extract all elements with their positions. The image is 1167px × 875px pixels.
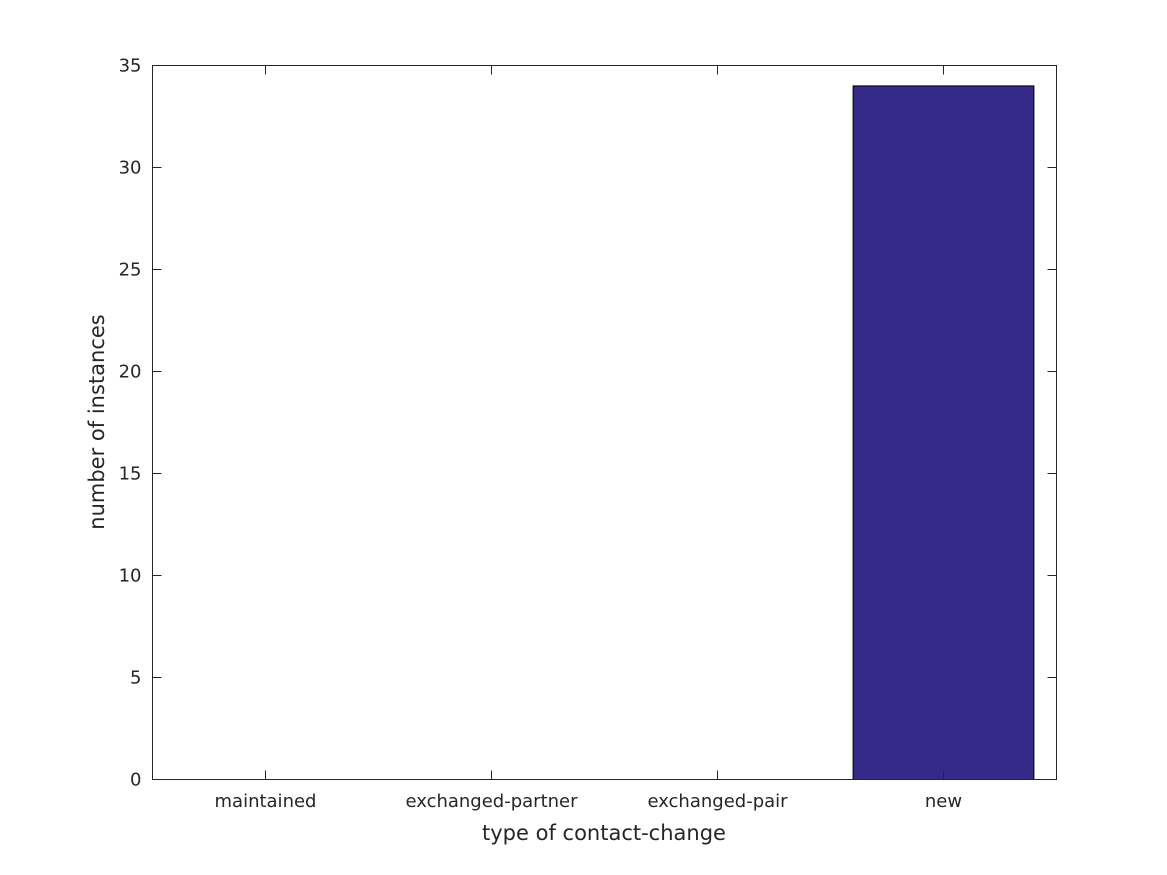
y-tick-label: 15: [119, 464, 142, 485]
y-tick-label: 5: [130, 668, 141, 689]
y-axis-label: number of instances: [85, 314, 109, 529]
x-tick-label: exchanged-pair: [647, 791, 788, 812]
x-tick-label: new: [925, 791, 962, 812]
y-tick-label: 25: [119, 260, 142, 281]
y-tick-label: 0: [130, 770, 141, 791]
x-tick-label: exchanged-partner: [405, 791, 578, 812]
y-tick-label: 20: [119, 362, 142, 383]
x-axis-label: type of contact-change: [482, 821, 726, 845]
y-tick-label: 35: [119, 56, 142, 77]
y-tick-label: 10: [119, 566, 142, 587]
plot-area-box: [152, 65, 1057, 780]
y-tick-label: 30: [119, 158, 142, 179]
x-tick-label: maintained: [215, 791, 317, 812]
bar-new: [852, 85, 1035, 780]
